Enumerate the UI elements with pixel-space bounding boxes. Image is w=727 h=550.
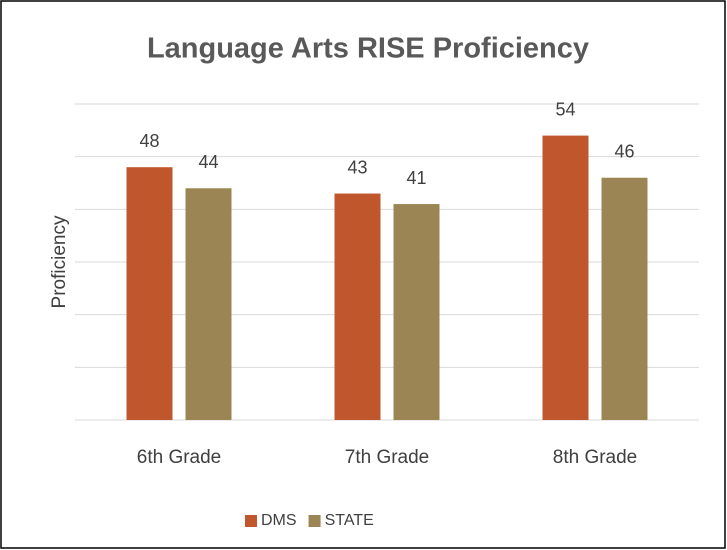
data-label: 43 — [347, 157, 367, 177]
bar — [126, 167, 173, 420]
x-tick-label: 7th Grade — [345, 447, 430, 468]
legend-swatch — [308, 515, 321, 527]
legend-swatch — [245, 515, 257, 527]
data-label: 54 — [555, 99, 575, 119]
data-label: 44 — [198, 152, 218, 172]
legend-label: DMS — [261, 512, 297, 529]
data-label: 41 — [406, 168, 426, 188]
data-label: 48 — [139, 131, 159, 151]
chart-title: Language Arts RISE Proficiency — [147, 33, 589, 65]
bar — [393, 204, 440, 420]
bar — [334, 193, 381, 420]
bar — [601, 177, 648, 420]
data-label: 46 — [614, 141, 634, 161]
legend-label: STATE — [325, 512, 374, 529]
bar — [185, 188, 232, 420]
x-tick-label: 8th Grade — [553, 447, 638, 468]
bar — [542, 135, 589, 420]
y-axis-label: Proficiency — [49, 215, 70, 308]
x-tick-label: 6th Grade — [137, 447, 222, 468]
